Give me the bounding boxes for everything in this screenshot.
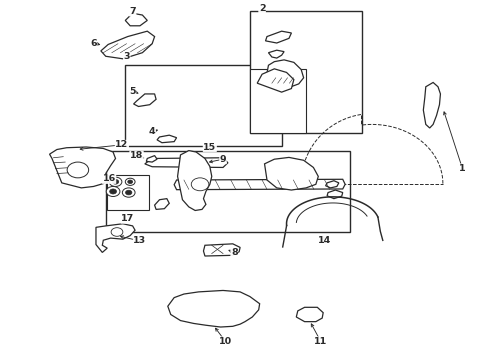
Polygon shape: [147, 156, 157, 162]
Bar: [250, 69, 306, 134]
Circle shape: [112, 180, 119, 184]
Polygon shape: [145, 158, 228, 167]
Circle shape: [109, 177, 122, 186]
Circle shape: [106, 186, 120, 197]
Text: 15: 15: [203, 143, 217, 152]
Polygon shape: [96, 224, 135, 252]
Text: 14: 14: [318, 236, 331, 245]
Text: 4: 4: [149, 127, 155, 136]
Circle shape: [128, 180, 133, 184]
Polygon shape: [134, 94, 156, 107]
Polygon shape: [177, 150, 212, 211]
Polygon shape: [49, 147, 116, 188]
Polygon shape: [125, 13, 147, 26]
Text: 18: 18: [130, 151, 143, 160]
Polygon shape: [423, 82, 441, 128]
Polygon shape: [267, 60, 304, 87]
Circle shape: [122, 188, 135, 197]
Text: 10: 10: [219, 337, 232, 346]
Circle shape: [191, 178, 209, 191]
Text: 17: 17: [121, 214, 134, 223]
Circle shape: [125, 178, 135, 185]
Circle shape: [125, 190, 132, 195]
Polygon shape: [155, 199, 169, 210]
Bar: [107, 175, 149, 211]
Polygon shape: [269, 50, 284, 58]
Bar: [125, 65, 282, 146]
Text: 8: 8: [231, 248, 238, 257]
Polygon shape: [327, 190, 343, 199]
Bar: [106, 151, 350, 232]
Polygon shape: [168, 291, 260, 327]
Text: 16: 16: [102, 175, 116, 184]
Bar: [250, 12, 362, 134]
Polygon shape: [157, 135, 176, 143]
Circle shape: [110, 189, 117, 194]
Text: 12: 12: [115, 140, 128, 149]
Text: 5: 5: [129, 86, 136, 95]
Polygon shape: [257, 69, 294, 92]
Polygon shape: [266, 31, 292, 43]
Polygon shape: [326, 181, 339, 188]
Polygon shape: [174, 179, 345, 190]
Text: 9: 9: [220, 155, 226, 164]
Polygon shape: [203, 244, 240, 256]
Text: 2: 2: [259, 4, 266, 13]
Circle shape: [67, 162, 89, 178]
Text: 13: 13: [133, 237, 147, 246]
Polygon shape: [101, 31, 155, 59]
Circle shape: [111, 228, 123, 236]
Text: 11: 11: [314, 337, 327, 346]
Polygon shape: [265, 157, 318, 190]
Polygon shape: [296, 307, 323, 321]
Text: 7: 7: [129, 7, 136, 16]
Text: 1: 1: [459, 164, 466, 173]
Text: 3: 3: [123, 52, 130, 61]
Text: 6: 6: [90, 39, 97, 48]
